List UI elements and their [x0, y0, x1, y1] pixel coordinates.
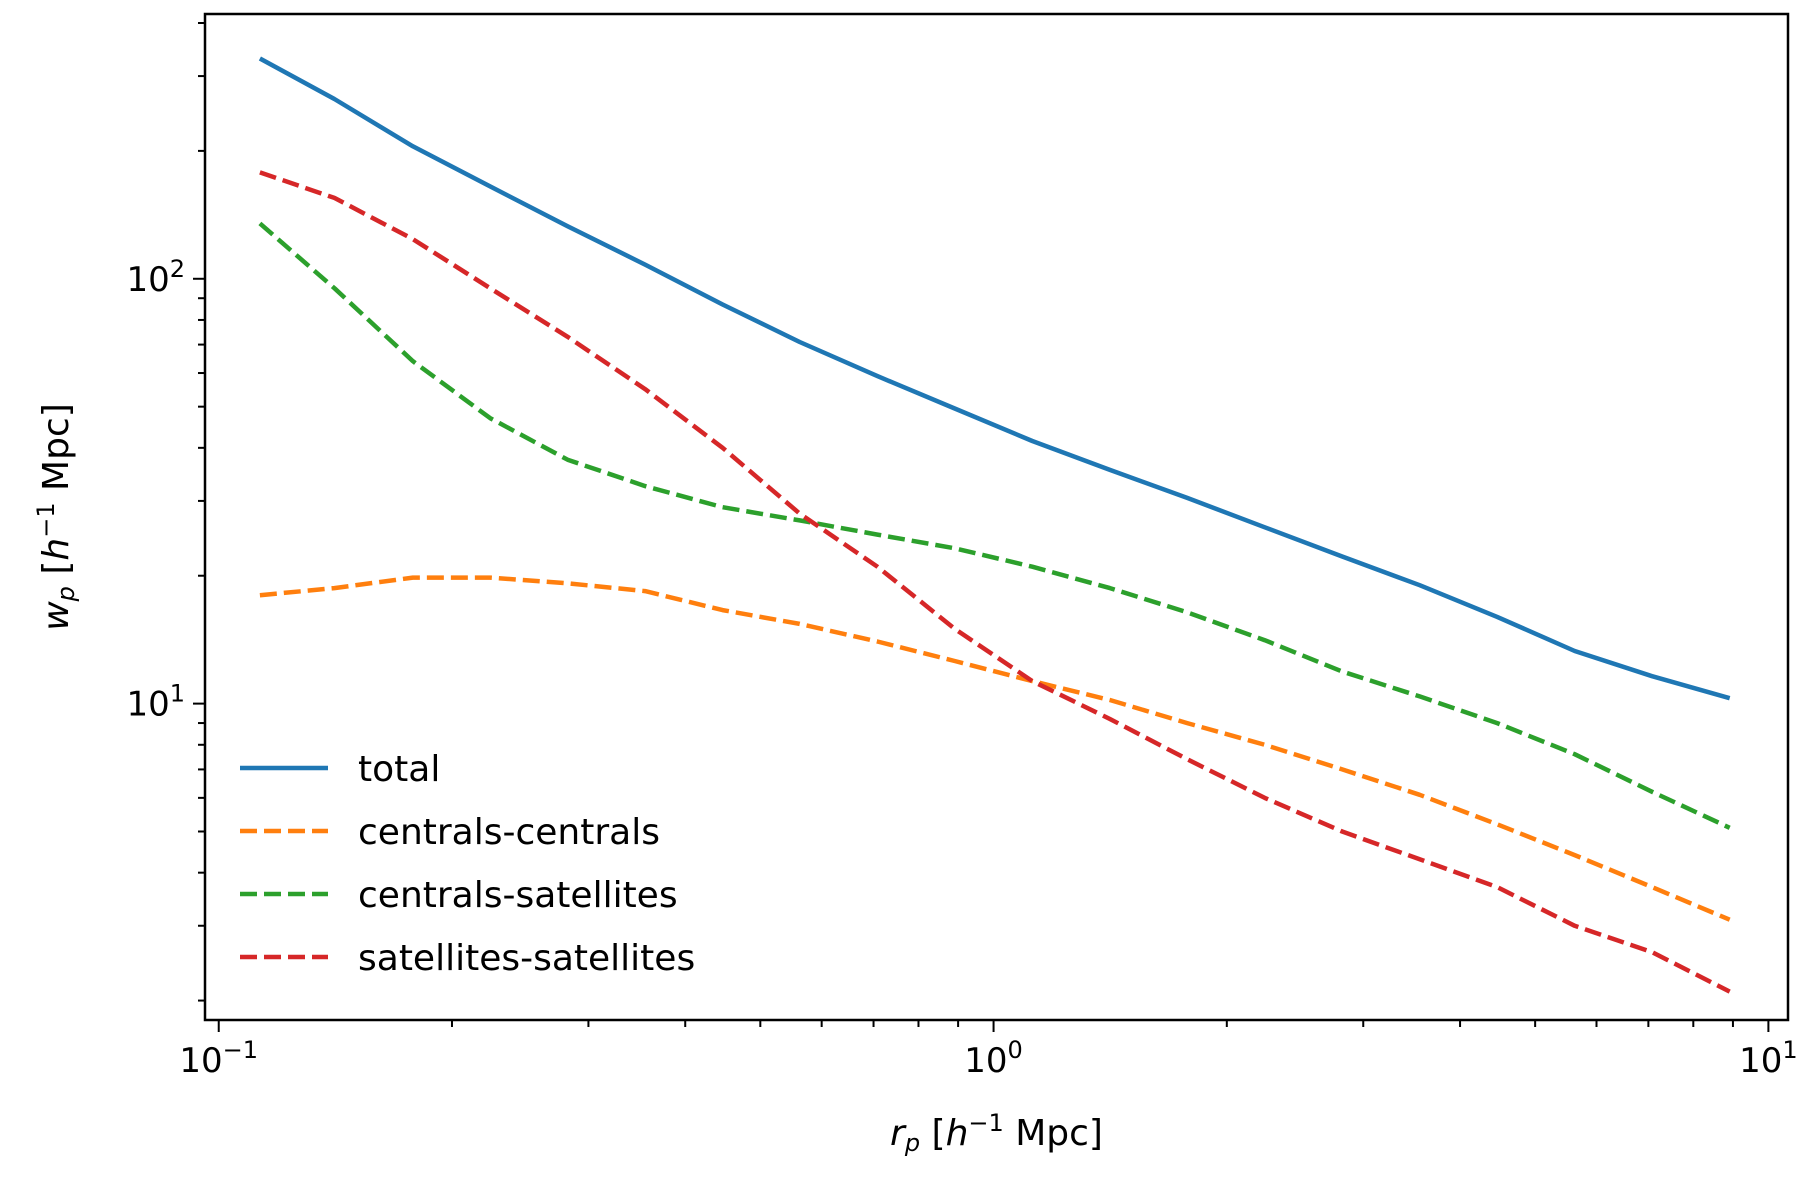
- series-line-satellites-satellites: [259, 170, 1731, 994]
- plot-frame: [203, 12, 1790, 1022]
- y-tick-label: 101: [126, 680, 185, 725]
- legend: total centrals-centrals centrals-satellite…: [240, 749, 695, 979]
- series-layer: [258, 56, 1731, 994]
- x-axis-label: rp [h−1 Mpc]: [890, 1109, 1103, 1157]
- x-tick-label: 100: [964, 1036, 1023, 1081]
- y-axis-label: wp [h−1 Mpc]: [32, 403, 80, 631]
- series-line-centrals-centrals: [259, 575, 1731, 922]
- legend-label-total: total: [358, 749, 440, 790]
- series-line-total: [258, 56, 1731, 701]
- x-tick-label: 101: [1739, 1036, 1798, 1081]
- y-tick-label: 102: [126, 255, 185, 300]
- legend-label-centrals-centrals: centrals-centrals: [358, 812, 660, 853]
- legend-label-centrals-satellites: centrals-satellites: [358, 875, 678, 916]
- legend-label-satellites-satellites: satellites-satellites: [358, 938, 695, 979]
- series-line-centrals-satellites: [258, 221, 1731, 830]
- x-tick-label: 10−1: [179, 1036, 258, 1081]
